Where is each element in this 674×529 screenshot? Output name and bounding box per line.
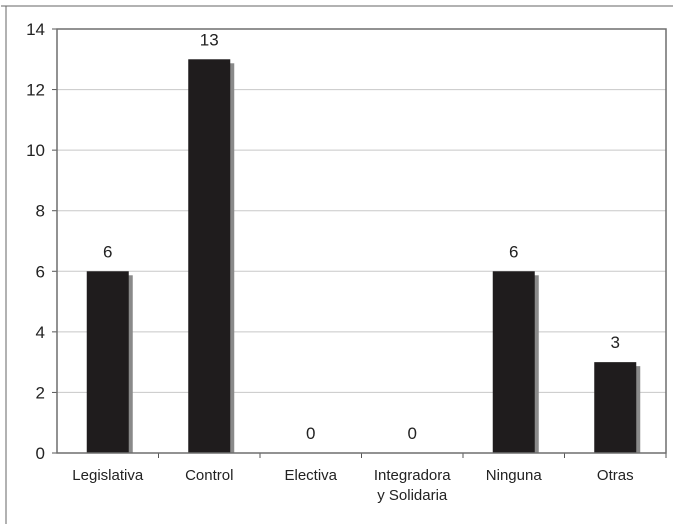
y-tick-label: 0	[36, 444, 45, 463]
x-tick-label: Control	[185, 467, 233, 484]
y-tick-label: 14	[26, 20, 45, 39]
y-tick-label: 10	[26, 141, 45, 160]
y-tick-label: 6	[36, 262, 45, 281]
data-labels: 6 13 0 0 6 3	[103, 30, 620, 443]
x-tick-label: Integradora	[374, 467, 451, 484]
x-tick-label: Otras	[597, 467, 634, 484]
x-tick-label: Ninguna	[486, 467, 543, 484]
data-label: 13	[200, 30, 219, 49]
y-tick-label: 8	[36, 202, 45, 221]
y-tick-label: 12	[26, 81, 45, 100]
data-label: 6	[509, 242, 518, 261]
x-tick-label: Electiva	[284, 467, 337, 484]
data-label: 6	[103, 242, 112, 261]
y-tick-label: 4	[36, 323, 45, 342]
x-tick-label: y Solidaria	[377, 487, 448, 504]
bar	[594, 362, 637, 453]
data-label: 3	[611, 333, 620, 352]
bars	[86, 59, 641, 454]
plot-area-border	[56, 28, 667, 454]
data-label: 0	[408, 424, 417, 443]
y-tick-label: 2	[36, 383, 45, 402]
data-label: 0	[306, 424, 315, 443]
bar	[188, 59, 231, 454]
x-tick-label: Legislativa	[72, 467, 144, 484]
bar	[86, 271, 129, 453]
gridlines	[57, 89, 666, 393]
y-axis-ticks: 0 2 4 6 8 10 12 14	[26, 20, 57, 463]
x-axis-labels: Legislativa Control Electiva Integradora y S…	[72, 453, 667, 504]
bar	[492, 271, 535, 453]
